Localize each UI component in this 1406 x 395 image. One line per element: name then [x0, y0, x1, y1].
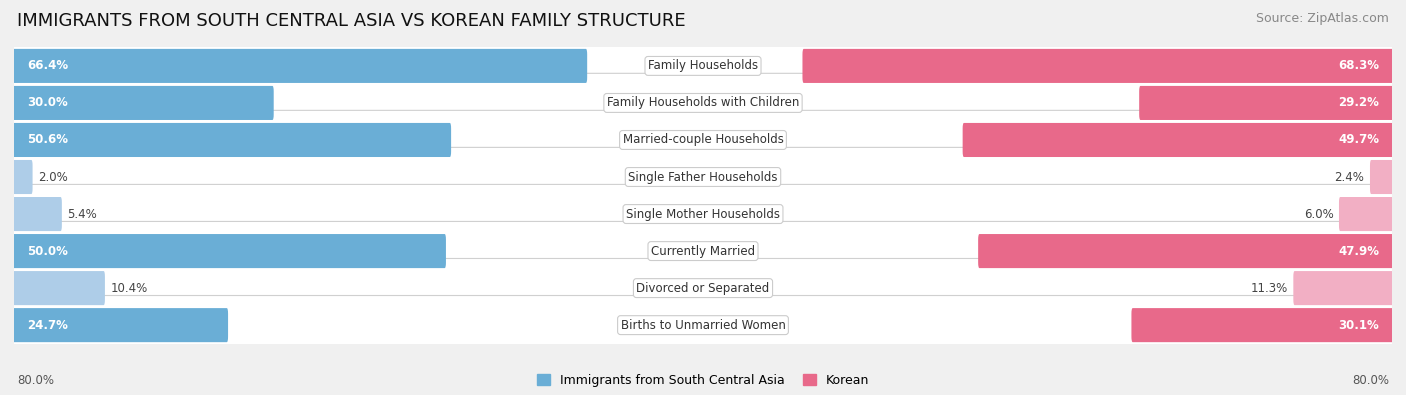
FancyBboxPatch shape	[963, 123, 1393, 157]
Text: Family Households: Family Households	[648, 59, 758, 72]
FancyBboxPatch shape	[803, 49, 1393, 83]
FancyBboxPatch shape	[13, 160, 32, 194]
FancyBboxPatch shape	[7, 295, 1399, 355]
FancyBboxPatch shape	[13, 197, 62, 231]
FancyBboxPatch shape	[13, 271, 105, 305]
Text: 80.0%: 80.0%	[17, 374, 53, 387]
Text: 29.2%: 29.2%	[1339, 96, 1379, 109]
Text: Single Father Households: Single Father Households	[628, 171, 778, 184]
Text: 10.4%: 10.4%	[111, 282, 148, 295]
Text: 47.9%: 47.9%	[1339, 245, 1379, 258]
FancyBboxPatch shape	[7, 36, 1399, 96]
FancyBboxPatch shape	[1132, 308, 1393, 342]
Text: 6.0%: 6.0%	[1303, 207, 1333, 220]
Legend: Immigrants from South Central Asia, Korean: Immigrants from South Central Asia, Kore…	[533, 370, 873, 391]
Text: 5.4%: 5.4%	[67, 207, 97, 220]
Text: 68.3%: 68.3%	[1339, 59, 1379, 72]
FancyBboxPatch shape	[13, 308, 228, 342]
Text: Single Mother Households: Single Mother Households	[626, 207, 780, 220]
FancyBboxPatch shape	[13, 123, 451, 157]
Text: 49.7%: 49.7%	[1339, 134, 1379, 147]
Text: 11.3%: 11.3%	[1250, 282, 1288, 295]
Text: 50.6%: 50.6%	[27, 134, 67, 147]
FancyBboxPatch shape	[979, 234, 1393, 268]
Text: Married-couple Households: Married-couple Households	[623, 134, 783, 147]
FancyBboxPatch shape	[7, 222, 1399, 281]
FancyBboxPatch shape	[13, 234, 446, 268]
FancyBboxPatch shape	[7, 73, 1399, 133]
Text: 80.0%: 80.0%	[1353, 374, 1389, 387]
Text: 24.7%: 24.7%	[27, 319, 67, 332]
FancyBboxPatch shape	[7, 147, 1399, 207]
Text: 30.1%: 30.1%	[1339, 319, 1379, 332]
FancyBboxPatch shape	[1369, 160, 1393, 194]
Text: 30.0%: 30.0%	[27, 96, 67, 109]
Text: Source: ZipAtlas.com: Source: ZipAtlas.com	[1256, 12, 1389, 25]
FancyBboxPatch shape	[1339, 197, 1393, 231]
Text: Family Households with Children: Family Households with Children	[607, 96, 799, 109]
Text: 66.4%: 66.4%	[27, 59, 67, 72]
FancyBboxPatch shape	[7, 258, 1399, 318]
Text: Divorced or Separated: Divorced or Separated	[637, 282, 769, 295]
FancyBboxPatch shape	[1294, 271, 1393, 305]
Text: Currently Married: Currently Married	[651, 245, 755, 258]
Text: 2.4%: 2.4%	[1334, 171, 1364, 184]
FancyBboxPatch shape	[7, 110, 1399, 169]
Text: IMMIGRANTS FROM SOUTH CENTRAL ASIA VS KOREAN FAMILY STRUCTURE: IMMIGRANTS FROM SOUTH CENTRAL ASIA VS KO…	[17, 12, 686, 30]
FancyBboxPatch shape	[13, 86, 274, 120]
Text: 2.0%: 2.0%	[38, 171, 67, 184]
Text: 50.0%: 50.0%	[27, 245, 67, 258]
FancyBboxPatch shape	[7, 184, 1399, 244]
FancyBboxPatch shape	[1139, 86, 1393, 120]
Text: Births to Unmarried Women: Births to Unmarried Women	[620, 319, 786, 332]
FancyBboxPatch shape	[13, 49, 588, 83]
